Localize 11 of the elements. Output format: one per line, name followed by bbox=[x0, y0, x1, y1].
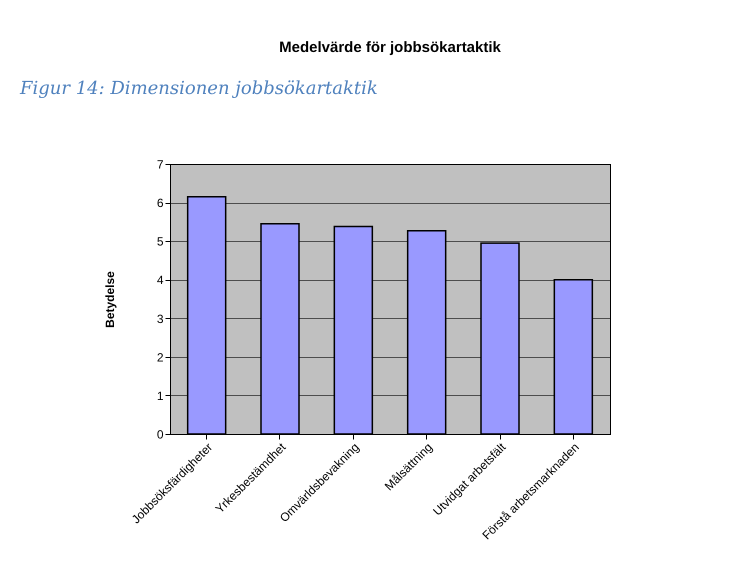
y-tick-label: 4 bbox=[156, 273, 164, 288]
chart-title: Medelvärde för jobbsökartaktik bbox=[279, 39, 502, 56]
y-axis-title: Betydelse bbox=[102, 270, 117, 328]
y-tick-label: 0 bbox=[156, 428, 164, 442]
y-tick-label: 2 bbox=[156, 350, 164, 364]
y-tick-label: 6 bbox=[156, 196, 164, 210]
y-tick-label: 5 bbox=[156, 234, 164, 249]
y-tick-label: 1 bbox=[156, 388, 164, 403]
text: Figur 14: Dimensionen jobbsökartaktik bbox=[19, 78, 378, 99]
y-tick-label: 7 bbox=[156, 158, 164, 172]
y-tick-label: 3 bbox=[156, 312, 164, 326]
